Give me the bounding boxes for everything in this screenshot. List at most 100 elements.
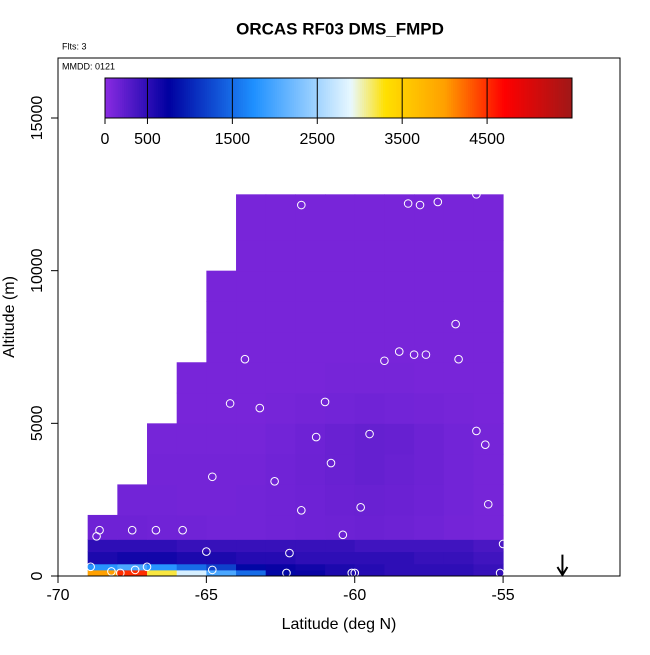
colorbar-swatch: [257, 78, 261, 118]
colorbar-swatch: [397, 78, 401, 118]
heat-cell: [206, 551, 237, 565]
colorbar-swatch: [276, 78, 280, 118]
heat-cell: [206, 484, 237, 516]
heat-cell: [295, 569, 326, 577]
colorbar-tick-label: 2500: [299, 131, 335, 148]
colorbar-swatch: [323, 78, 327, 118]
heat-cell: [354, 539, 385, 553]
colorbar-swatch: [521, 78, 524, 118]
colorbar-swatch: [279, 78, 282, 118]
heat-cell: [236, 240, 267, 272]
heat-cell: [473, 392, 504, 424]
sample-point: [178, 525, 187, 535]
colorbar-swatch: [155, 78, 159, 118]
heat-cell: [325, 514, 356, 540]
colorbar-swatch: [136, 78, 140, 118]
sample-point: [207, 472, 217, 482]
colorbar-swatch: [376, 78, 380, 118]
colorbar-swatch: [361, 78, 365, 118]
heat-cell: [236, 423, 267, 455]
heat-cell: [473, 331, 504, 363]
colorbar-swatch: [544, 78, 548, 118]
colorbar-tick-label: 0: [101, 131, 110, 148]
heat-cell: [384, 551, 415, 565]
heat-cell: [325, 331, 356, 363]
colorbar-swatch: [253, 78, 257, 118]
colorbar-swatch: [351, 78, 354, 118]
sample-point: [225, 203, 235, 213]
colorbar-swatch: [552, 78, 556, 118]
heat-cell: [87, 563, 118, 571]
heat-cell: [473, 514, 504, 540]
colorbar-swatch: [389, 78, 393, 118]
heat-cell: [414, 551, 445, 565]
colorbar-swatch: [113, 78, 117, 118]
colorbar-swatch: [249, 78, 252, 118]
x-axis-label: Latitude (deg N): [282, 616, 397, 633]
colorbar-swatch: [499, 78, 503, 118]
colorbar-swatch: [538, 78, 541, 118]
colorbar-swatch: [228, 78, 231, 118]
x-tick-label: -65: [195, 587, 218, 604]
heat-cell: [384, 453, 415, 485]
heat-cell: [236, 331, 267, 363]
colorbar-swatch: [202, 78, 206, 118]
heat-cell: [295, 362, 326, 394]
x-tick-label: -60: [343, 587, 366, 604]
colorbar-swatch: [453, 78, 456, 118]
colorbar-swatch: [402, 78, 405, 118]
colorbar-swatch: [478, 78, 482, 118]
colorbar-swatch: [289, 78, 293, 118]
sample-point: [92, 532, 101, 541]
colorbar-swatch: [255, 78, 259, 118]
sample-point: [365, 429, 374, 439]
colorbar-swatch: [374, 78, 378, 118]
colorbar-swatch: [342, 78, 346, 118]
heat-cell: [295, 423, 326, 455]
colorbar-swatch: [529, 78, 533, 118]
colorbar-swatch: [177, 78, 180, 118]
heat-cell: [236, 362, 267, 394]
sample-point: [297, 200, 306, 210]
heat-cell: [414, 240, 445, 272]
heat-cell: [473, 563, 504, 571]
heat-cell: [325, 551, 356, 565]
sample-point: [326, 458, 336, 468]
heat-cell: [176, 539, 207, 553]
colorbar-swatch: [436, 78, 439, 118]
colorbar-swatch: [332, 78, 335, 118]
heat-cell: [414, 423, 445, 455]
heat-cell: [236, 569, 267, 577]
colorbar-swatch: [262, 78, 265, 118]
heat-cell: [443, 453, 474, 485]
heat-cell: [473, 569, 504, 577]
colorbar-swatch: [268, 78, 272, 118]
heat-cell: [384, 563, 415, 571]
colorbar-swatch: [334, 78, 337, 118]
heat-cell: [325, 563, 356, 571]
colorbar-swatch: [349, 78, 352, 118]
x-tick-label: -55: [492, 587, 515, 604]
colorbar-swatch: [310, 78, 314, 118]
heat-cell: [265, 301, 296, 333]
heat-cell: [384, 194, 415, 241]
heat-cell: [236, 194, 267, 241]
colorbar-swatch: [427, 78, 431, 118]
heat-cell: [325, 240, 356, 272]
heat-cell: [443, 539, 474, 553]
heat-cell: [265, 392, 296, 424]
heat-cell: [236, 563, 267, 571]
heat-cell: [147, 484, 178, 516]
sample-point: [207, 565, 217, 575]
heat-cell: [147, 569, 178, 577]
heat-cell: [147, 563, 178, 571]
colorbar-swatch: [504, 78, 507, 118]
colorbar-swatch: [340, 78, 344, 118]
colorbar-swatch: [134, 78, 138, 118]
sample-point: [421, 350, 431, 359]
chart-title: ORCAS RF03 DMS_FMPD: [236, 19, 444, 38]
colorbar-swatch: [346, 78, 350, 118]
y-tick-label: 10000: [29, 248, 46, 293]
colorbar-swatch: [527, 78, 531, 118]
colorbar-tick-label: 1500: [215, 131, 251, 148]
